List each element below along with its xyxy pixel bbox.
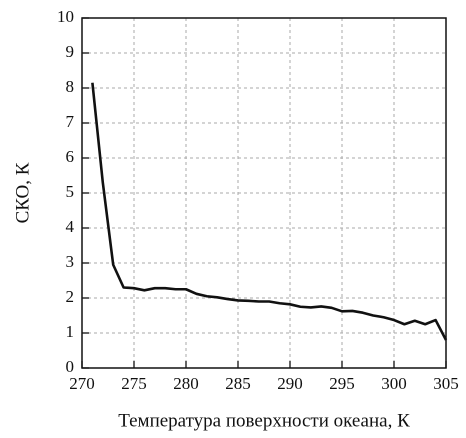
x-tick-label: 275 (121, 374, 147, 393)
x-tick-label: 290 (277, 374, 303, 393)
y-tick-label: 1 (66, 322, 75, 341)
data-line (91, 82, 448, 341)
y-tick-label: 4 (66, 217, 75, 236)
x-tick-label: 285 (225, 374, 251, 393)
x-tick-label: 280 (173, 374, 199, 393)
x-tick-label: 300 (381, 374, 407, 393)
plot-frame (81, 17, 447, 369)
x-tick-label: 295 (329, 374, 355, 393)
y-tick-label: 2 (66, 287, 75, 306)
y-tick-label: 6 (66, 147, 75, 166)
y-tick-label: 5 (66, 182, 75, 201)
y-tick-label: 8 (66, 77, 75, 96)
y-tick-label: 7 (66, 112, 75, 131)
x-axis-title: Температура поверхности океана, К (118, 410, 410, 431)
y-tick-label: 3 (66, 252, 75, 271)
y-tick-label: 10 (57, 7, 74, 26)
x-tick-label: 305 (433, 374, 459, 393)
y-tick-label: 9 (66, 42, 75, 61)
y-axis-title: СКО, К (12, 162, 33, 223)
x-tick-label: 270 (69, 374, 95, 393)
y-tick-label: 0 (66, 357, 75, 376)
